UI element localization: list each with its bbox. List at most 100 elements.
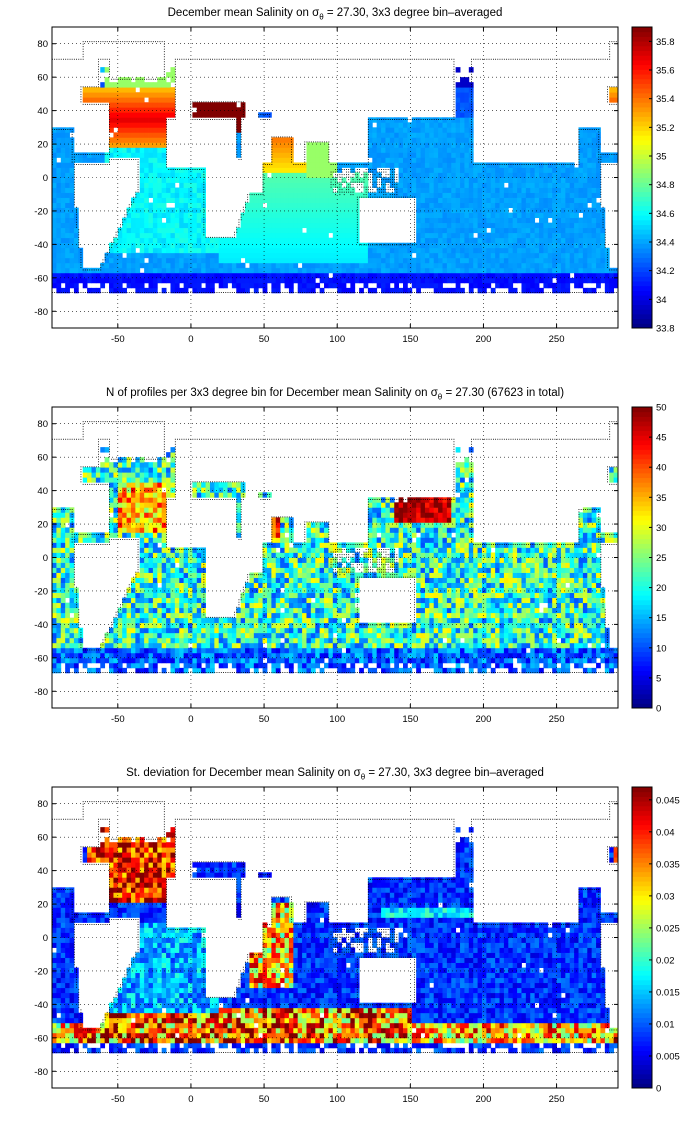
heatmap-cell <box>223 242 228 249</box>
coastline-segment <box>414 206 415 208</box>
coastline-segment <box>71 154 73 155</box>
coastline-segment <box>365 171 367 173</box>
coastline-segment <box>113 241 115 243</box>
heatmap-cell <box>297 257 303 264</box>
heatmap-cell <box>468 217 474 224</box>
coastline-segment <box>471 86 472 88</box>
heatmap-cell <box>249 227 255 234</box>
heatmap-cell <box>130 202 136 208</box>
heatmap-cell <box>521 262 527 269</box>
heatmap-cell <box>389 262 395 269</box>
heatmap-cell <box>328 237 334 244</box>
heatmap-cell <box>60 222 66 229</box>
coastline-segment <box>350 176 352 178</box>
coastline-segment <box>532 58 534 60</box>
heatmap-cell <box>499 182 505 188</box>
coastline-segment <box>471 161 472 163</box>
heatmap-cell <box>192 177 198 183</box>
heatmap-cell <box>574 192 579 198</box>
heatmap-cell <box>236 272 242 279</box>
coastline-segment <box>308 141 310 143</box>
heatmap-cell <box>174 247 180 254</box>
heatmap-cell <box>451 127 457 133</box>
heatmap-cell <box>148 212 154 219</box>
heatmap-cell <box>65 147 70 153</box>
heatmap-cell <box>306 167 312 173</box>
coastline-segment <box>297 58 299 60</box>
heatmap-cell <box>275 202 281 208</box>
coastline-segment <box>356 169 358 170</box>
heatmap-cell <box>161 162 167 168</box>
heatmap-cell <box>135 122 141 128</box>
heatmap-cell <box>201 217 206 224</box>
heatmap-cell <box>319 252 325 259</box>
coastline-segment <box>236 151 238 153</box>
heatmap-cell <box>420 217 426 224</box>
heatmap-cell <box>152 152 158 158</box>
heatmap-cell <box>109 87 114 93</box>
heatmap-cell <box>582 137 588 143</box>
heatmap-cell <box>420 282 426 289</box>
heatmap-cell <box>100 67 106 73</box>
heatmap-cell <box>512 242 518 249</box>
heatmap-cell <box>455 92 461 98</box>
coastline-segment <box>236 154 238 155</box>
coastline-segment <box>367 121 369 123</box>
heatmap-cell <box>73 257 79 264</box>
heatmap-cell <box>104 272 110 279</box>
heatmap-cell <box>130 232 136 239</box>
heatmap-cell <box>517 202 522 208</box>
heatmap-cell <box>438 242 443 249</box>
heatmap-cell <box>490 232 496 239</box>
coastline-segment <box>346 58 347 60</box>
heatmap-cell <box>433 212 439 219</box>
coastline-segment <box>73 174 75 176</box>
coastline-segment <box>80 98 82 100</box>
heatmap-cell <box>148 87 154 93</box>
heatmap-cell <box>525 212 531 219</box>
heatmap-cell <box>122 217 127 224</box>
heatmap-cell <box>464 202 470 208</box>
heatmap-cell <box>144 127 149 133</box>
coastline-segment <box>383 244 385 246</box>
heatmap-cell <box>455 252 461 259</box>
coastline-segment <box>392 176 393 178</box>
heatmap-cell <box>574 262 579 269</box>
coastline-segment <box>387 292 389 293</box>
coastline-segment <box>385 58 387 60</box>
heatmap-cell <box>130 122 136 128</box>
heatmap-cells <box>52 67 619 294</box>
coastline-segment <box>98 58 99 60</box>
coastline-segment <box>352 184 354 186</box>
heatmap-cell <box>451 237 457 244</box>
heatmap-cell <box>372 152 378 158</box>
heatmap-cell <box>87 287 92 294</box>
coastline-segment <box>367 131 369 133</box>
heatmap-cell <box>556 227 562 234</box>
heatmap-cell <box>481 187 487 193</box>
heatmap-cell <box>403 187 408 193</box>
heatmap-cell <box>345 262 351 269</box>
heatmap-cell <box>315 142 321 148</box>
heatmap-cell <box>455 227 461 234</box>
heatmap-cell <box>214 277 220 284</box>
coastline-segment <box>73 161 75 163</box>
coastline-segment <box>238 101 240 103</box>
heatmap-cell <box>65 207 70 214</box>
heatmap-cell <box>117 77 123 83</box>
heatmap-cell <box>569 267 575 274</box>
heatmap-cell <box>306 217 312 224</box>
heatmap-cell <box>534 282 540 289</box>
heatmap-cell <box>424 262 430 269</box>
heatmap-cell <box>446 267 452 274</box>
heatmap-cell <box>183 197 189 203</box>
heatmap-cell <box>521 287 527 294</box>
heatmap-cell <box>174 282 180 289</box>
coastline-segment <box>260 114 262 115</box>
heatmap-cell <box>350 177 356 183</box>
heatmap-cell <box>534 187 540 193</box>
heatmap-cell <box>56 277 62 284</box>
coastline-segment <box>242 116 244 118</box>
heatmap-cell <box>499 167 505 173</box>
coastline-segment <box>335 181 336 183</box>
